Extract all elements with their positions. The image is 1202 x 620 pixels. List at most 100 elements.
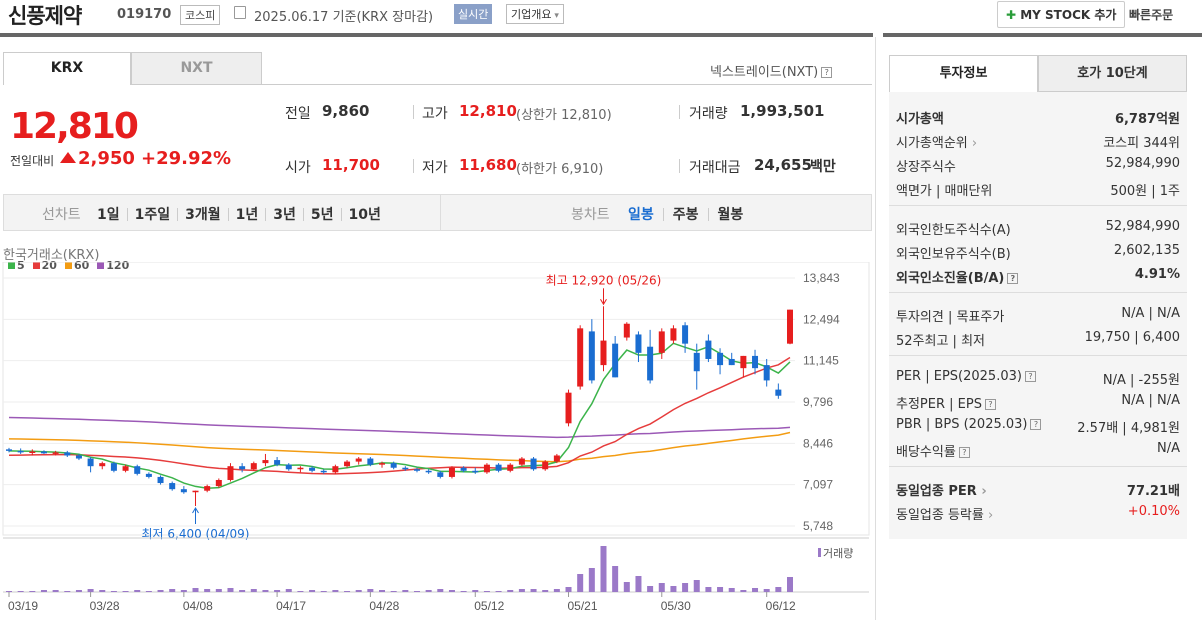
volume-bar: [542, 590, 549, 592]
candle: [425, 470, 432, 473]
legend-swatch: [32, 262, 40, 269]
ma60-line: [8, 431, 791, 463]
candle-period-1[interactable]: 주봉: [672, 207, 699, 223]
timeframe-0[interactable]: 1일: [97, 207, 120, 223]
candle: [413, 469, 420, 471]
invest-key: 52주최고 | 최저: [896, 334, 985, 349]
timeframe-5[interactable]: 5년: [310, 207, 334, 223]
candle: [518, 458, 525, 465]
invest-key[interactable]: 시가총액순위 ›: [896, 136, 978, 151]
lower-limit: (하한가 6,910): [516, 162, 604, 177]
x-tick-label: 03/28: [90, 599, 120, 613]
header-divider-right: [883, 33, 1202, 37]
help-icon[interactable]: ?: [1007, 273, 1019, 284]
candle: [705, 340, 712, 359]
volume-bar: [437, 589, 444, 592]
candle-period-0[interactable]: 일봉: [628, 207, 654, 223]
candle: [787, 309, 793, 344]
open-value: 11,700: [322, 156, 380, 174]
invest-key[interactable]: 동일업종 등락률 ›: [896, 508, 994, 523]
timeframe-1[interactable]: 1주일: [134, 207, 171, 223]
price-chart[interactable]: 13,843 12,494 11,145 9,796 8,446 7,097 5,748 최고…: [0, 262, 873, 620]
candle: [635, 334, 642, 353]
candle: [507, 464, 514, 471]
candle: [670, 328, 677, 341]
invest-key: PBR | BPS (2025.03)?: [896, 417, 1042, 432]
invest-row: 동일업종 등락률 › +0.10%: [896, 504, 1180, 524]
volume-bar: [134, 590, 141, 592]
invest-value: 코스피 344위: [1103, 136, 1180, 151]
volume-bar: [717, 587, 724, 592]
timeframe-4[interactable]: 3년: [273, 207, 296, 223]
my-stock-add-button[interactable]: ✚ MY STOCK 추가: [997, 1, 1126, 28]
quick-order-button[interactable]: 빠른주문: [1129, 8, 1174, 22]
invest-value: 500원 | 1주: [1110, 184, 1180, 199]
volume-bar: [518, 589, 525, 592]
invest-value: 77.21배: [1126, 484, 1180, 499]
tab-invest-info[interactable]: 투자정보: [889, 55, 1038, 92]
volume-bar: [775, 587, 782, 592]
ma120-line: [8, 416, 791, 439]
legend-swatch: [97, 262, 105, 269]
volume-bar: [285, 589, 292, 592]
candle: [647, 346, 654, 381]
open-label: 시가: [285, 160, 311, 176]
x-tick-label: 03/19: [8, 599, 38, 613]
timeframe-3[interactable]: 1년: [235, 207, 259, 223]
candle: [239, 466, 246, 470]
volume-bar: [169, 589, 176, 592]
chevron-right-icon: ›: [976, 484, 987, 499]
volume-bar: [682, 583, 689, 592]
low-label: 저가: [422, 160, 448, 176]
line-chart-label: 선차트: [42, 207, 81, 223]
x-tick-label: 05/12: [474, 599, 504, 613]
help-icon[interactable]: ?: [958, 447, 970, 458]
candle: [355, 458, 362, 462]
change-percent: +29.92%: [141, 148, 232, 169]
invest-key[interactable]: 동일업종 PER ›: [896, 484, 987, 499]
timeframe-6[interactable]: 10년: [348, 207, 381, 223]
volume-bar: [693, 580, 700, 592]
volume-bar: [192, 588, 199, 592]
help-icon[interactable]: ?: [1024, 371, 1036, 382]
volume-bar: [250, 589, 257, 592]
chart-frame: [2, 262, 870, 536]
candle: [122, 466, 129, 471]
change-label: 전일대비: [10, 154, 55, 168]
calendar-icon: [234, 6, 246, 19]
nextrade-link[interactable]: 넥스트레이드(NXT)?: [710, 61, 833, 80]
volume-label: 거래량: [689, 106, 728, 122]
volume-bar: [390, 591, 397, 592]
invest-key: 추정PER | EPS?: [896, 393, 996, 412]
panel-divider: [875, 37, 876, 620]
candle: [367, 458, 374, 465]
tab-orderbook[interactable]: 호가 10단계: [1038, 55, 1187, 92]
help-icon[interactable]: ?: [1030, 419, 1042, 430]
low-value: 11,680: [459, 156, 517, 174]
divider: [302, 207, 304, 221]
volume-bar: [274, 590, 281, 592]
high-value: 12,810: [459, 102, 517, 120]
candle: [693, 352, 700, 372]
candle-period-2[interactable]: 월봉: [717, 207, 744, 223]
company-overview-dropdown[interactable]: 기업개요 ▾: [506, 4, 564, 24]
high-arrow-head: [600, 299, 607, 306]
candle: [577, 328, 584, 387]
help-icon[interactable]: ?: [984, 399, 996, 410]
invest-value: 4.91%: [1134, 267, 1180, 282]
volume-bar: [227, 588, 234, 592]
divider: [126, 207, 128, 221]
volume-bar: [472, 590, 479, 592]
realtime-button[interactable]: 실시간: [454, 4, 493, 24]
volume-bar: [239, 590, 246, 592]
volume-bar: [705, 587, 712, 592]
nextrade-label: 넥스트레이드(NXT): [710, 65, 819, 80]
tab-krx[interactable]: KRX: [3, 52, 131, 85]
invest-value: 2.57배 | 4,981원: [1077, 421, 1180, 436]
timeframe-2[interactable]: 3개월: [185, 207, 221, 223]
volume-bar: [483, 591, 490, 592]
candle: [379, 463, 386, 465]
invest-key: PER | EPS(2025.03)?: [896, 369, 1036, 384]
volume-bar: [658, 583, 665, 592]
tab-nxt[interactable]: NXT: [131, 52, 262, 85]
